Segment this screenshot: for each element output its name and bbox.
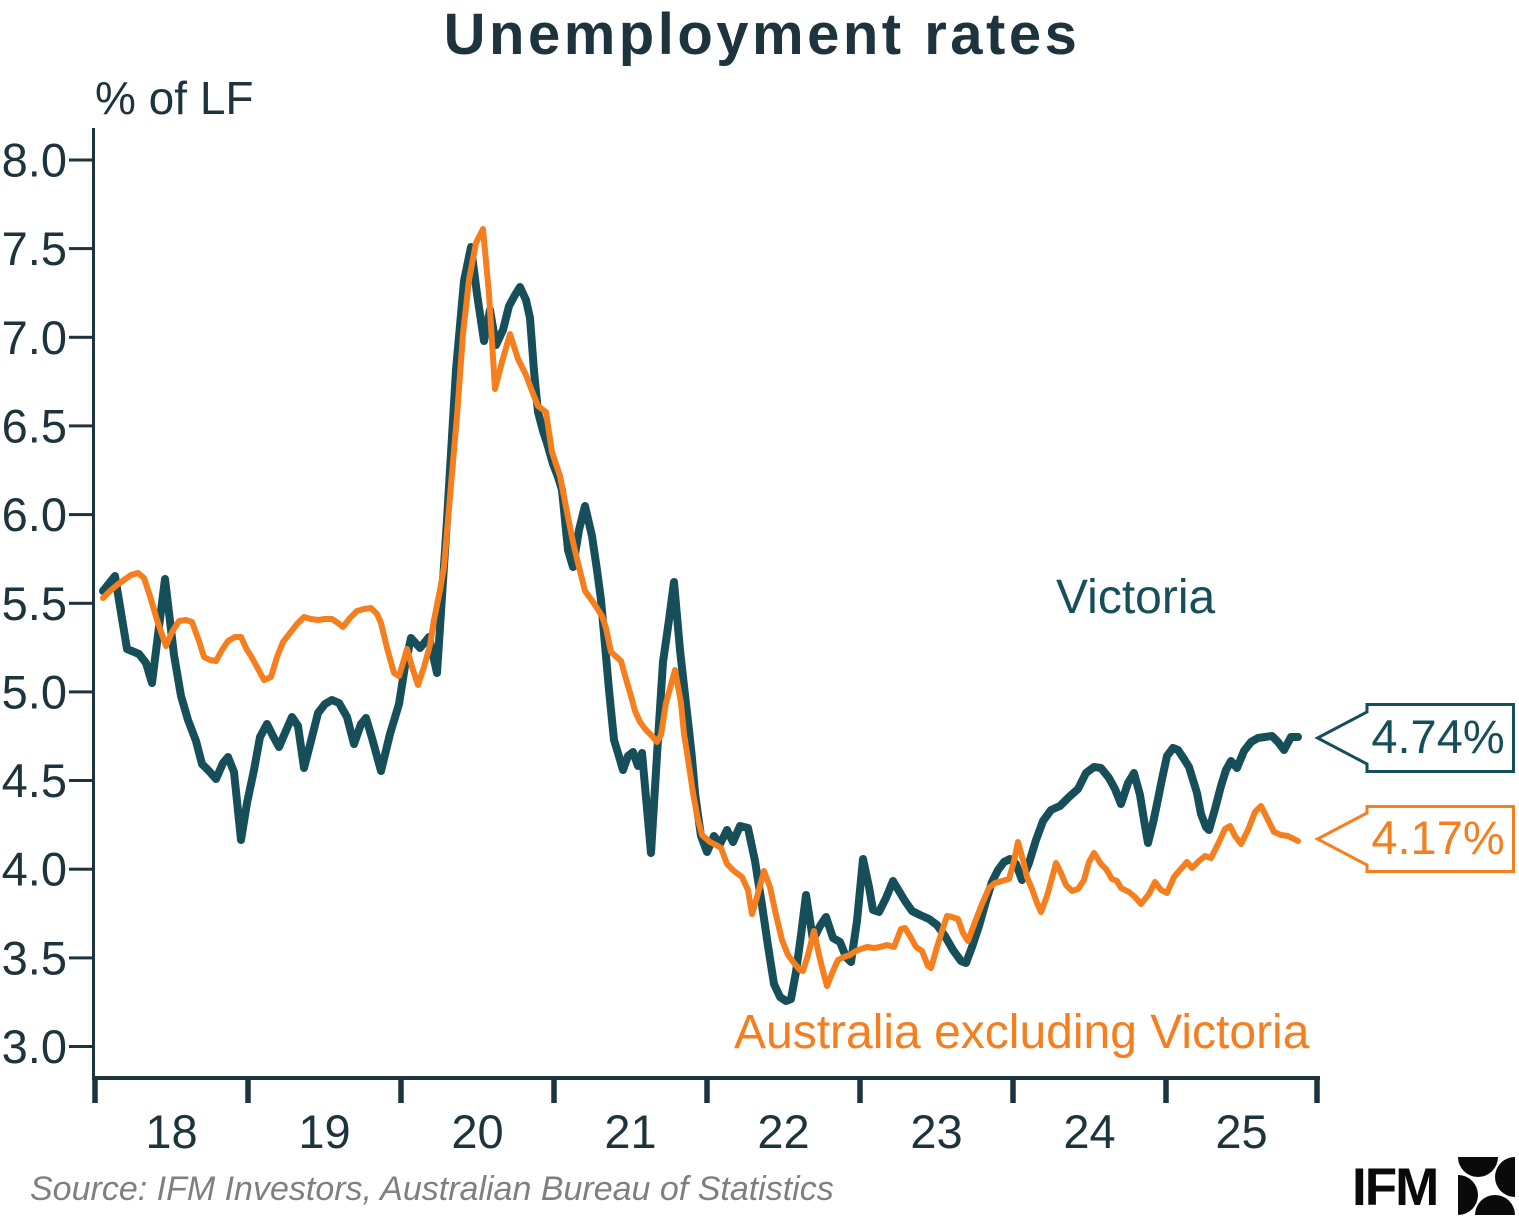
svg-text:4.5: 4.5 xyxy=(2,754,67,807)
svg-text:6.5: 6.5 xyxy=(2,399,67,452)
svg-text:IFM: IFM xyxy=(1352,1158,1437,1217)
svg-text:Australia excluding Victoria: Australia excluding Victoria xyxy=(734,1006,1310,1059)
svg-text:5.0: 5.0 xyxy=(2,665,67,718)
svg-text:8.0: 8.0 xyxy=(2,134,67,187)
svg-text:% of LF: % of LF xyxy=(95,72,254,124)
svg-text:7.5: 7.5 xyxy=(2,222,67,275)
svg-text:4.0: 4.0 xyxy=(2,843,67,896)
svg-text:25: 25 xyxy=(1215,1105,1267,1158)
svg-text:3.0: 3.0 xyxy=(2,1020,67,1073)
svg-text:18: 18 xyxy=(145,1105,197,1158)
svg-text:6.0: 6.0 xyxy=(2,488,67,541)
svg-text:4.17%: 4.17% xyxy=(1371,811,1504,864)
svg-text:Unemployment rates: Unemployment rates xyxy=(444,2,1081,67)
svg-text:21: 21 xyxy=(604,1105,656,1158)
svg-text:4.74%: 4.74% xyxy=(1371,710,1504,763)
svg-text:Source: IFM Investors, Austral: Source: IFM Investors, Australian Bureau… xyxy=(30,1170,834,1208)
svg-text:5.5: 5.5 xyxy=(2,577,67,630)
svg-text:20: 20 xyxy=(451,1105,503,1158)
svg-text:23: 23 xyxy=(910,1105,962,1158)
svg-text:24: 24 xyxy=(1063,1105,1115,1158)
svg-text:7.0: 7.0 xyxy=(2,311,67,364)
svg-text:3.5: 3.5 xyxy=(2,931,67,984)
svg-text:22: 22 xyxy=(757,1105,809,1158)
svg-text:19: 19 xyxy=(298,1105,350,1158)
svg-text:Victoria: Victoria xyxy=(1056,571,1215,624)
